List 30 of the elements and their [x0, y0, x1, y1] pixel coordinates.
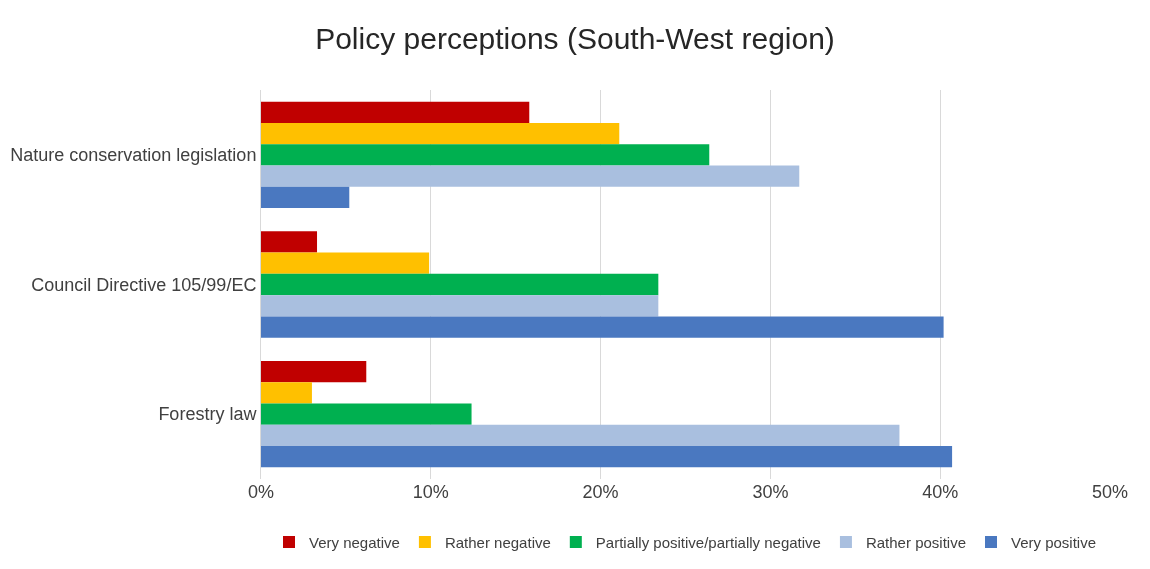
bar	[261, 231, 318, 253]
legend-label: Partially positive/partially negative	[595, 533, 821, 551]
chart-title: Policy perceptions (South-West region)	[315, 22, 835, 56]
x-tick-label: 0%	[247, 482, 275, 502]
x-tick-label: 30%	[752, 482, 789, 502]
bar	[261, 273, 659, 296]
legend-label: Very negative	[309, 533, 400, 551]
bar	[261, 122, 620, 145]
x-tick-label: 20%	[582, 482, 619, 502]
x-tick-label: 40%	[922, 482, 959, 502]
bar	[261, 186, 350, 208]
bar	[261, 446, 953, 468]
bar	[261, 361, 367, 383]
bar	[261, 144, 710, 166]
y-tick-label: Forestry law	[158, 404, 258, 425]
y-tick-label: Council Directive 105/99/EC	[31, 274, 257, 295]
legend-label: Rather positive	[865, 533, 966, 551]
bar	[261, 101, 530, 123]
bar	[261, 295, 659, 317]
bar	[261, 403, 472, 425]
bar	[261, 382, 312, 404]
x-tick-label: 10%	[412, 482, 449, 502]
y-tick-label: Nature conservation legislation	[10, 145, 257, 166]
bar	[261, 165, 800, 187]
bar	[261, 252, 430, 274]
x-tick-label: 50%	[1091, 482, 1129, 502]
legend-label: Rather negative	[444, 533, 551, 551]
bar	[261, 424, 900, 447]
bar	[261, 316, 944, 338]
legend-label: Very positive	[1011, 533, 1097, 551]
